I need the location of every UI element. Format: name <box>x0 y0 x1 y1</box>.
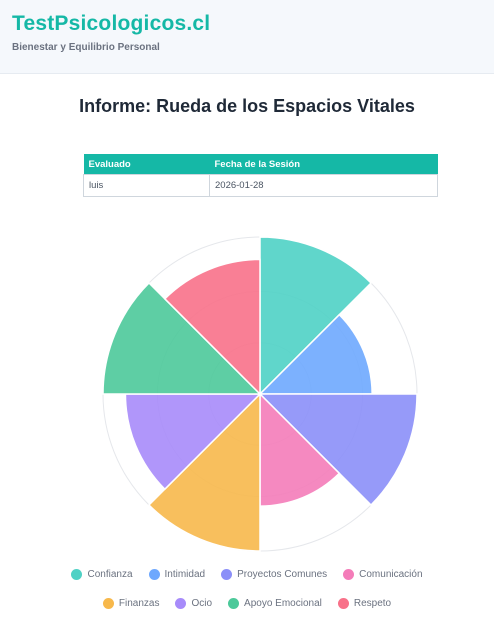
legend-swatch <box>337 598 349 609</box>
sector-apoyo-emocional[interactable] <box>102 281 262 395</box>
fecha-value: 2026-01-28 <box>209 174 438 197</box>
legend-item-intimidad[interactable]: Intimidad <box>148 569 206 580</box>
header-evaluado: Evaluado <box>83 154 210 175</box>
header-fecha: Fecha de la Sesión <box>209 154 438 175</box>
sector-comunicacion[interactable] <box>259 392 341 507</box>
legend-item-finanzas[interactable]: Finanzas <box>102 598 160 609</box>
legend-item-comunicacion[interactable]: Comunicación <box>343 569 423 580</box>
sector-finanzas[interactable] <box>147 392 261 552</box>
legend-swatch <box>148 569 160 580</box>
legend-label: Comunicación <box>359 569 423 580</box>
evaluado-value: luis <box>83 174 210 197</box>
legend-item-ocio[interactable]: Ocio <box>175 598 212 609</box>
sector-respeto[interactable] <box>163 258 261 396</box>
legend-swatch <box>71 569 83 580</box>
sector-intimidad[interactable] <box>258 313 373 395</box>
legend-label: Apoyo Emocional <box>244 598 322 609</box>
chart-legend-row-1: Confianza Intimidad Proyectos Comunes Comun… <box>0 569 494 580</box>
session-info-table: Evaluado Fecha de la Sesión luis 2026-01… <box>83 154 438 197</box>
table-row: luis 2026-01-28 <box>83 174 438 197</box>
legend-item-confianza[interactable]: Confianza <box>71 569 133 580</box>
legend-label: Respeto <box>353 598 392 609</box>
legend-label: Finanzas <box>118 598 160 609</box>
sector-confianza[interactable] <box>259 236 373 396</box>
legend-item-apoyo-emocional[interactable]: Apoyo Emocional <box>228 598 322 609</box>
legend-swatch <box>175 598 187 609</box>
legend-label: Proyectos Comunes <box>237 569 328 580</box>
brand-logo-text[interactable]: TestPsicologicos.cl <box>12 12 211 35</box>
site-header: TestPsicologicos.cl Bienestar y Equilibr… <box>0 0 494 74</box>
table-header-row: Evaluado Fecha de la Sesión <box>83 154 438 175</box>
report-title: Informe: Rueda de los Espacios Vitales <box>79 96 415 116</box>
sector-proyectos-comunes[interactable] <box>258 393 418 507</box>
chart-legend-row-2: Finanzas Ocio Apoyo Emocional Respeto <box>0 598 494 609</box>
legend-label: Ocio <box>191 598 213 609</box>
legend-item-respeto[interactable]: Respeto <box>337 598 392 609</box>
sector-ocio[interactable] <box>124 393 262 491</box>
legend-item-proyectos-comunes[interactable]: Proyectos Comunes <box>221 569 327 580</box>
legend-label: Intimidad <box>164 569 206 580</box>
legend-swatch <box>343 569 355 580</box>
brand-tagline: Bienestar y Equilibrio Personal <box>12 42 160 53</box>
legend-label: Confianza <box>87 569 133 580</box>
legend-swatch <box>102 598 114 609</box>
polar-area-chart <box>102 236 418 552</box>
legend-swatch <box>221 569 233 580</box>
legend-swatch <box>228 598 240 609</box>
